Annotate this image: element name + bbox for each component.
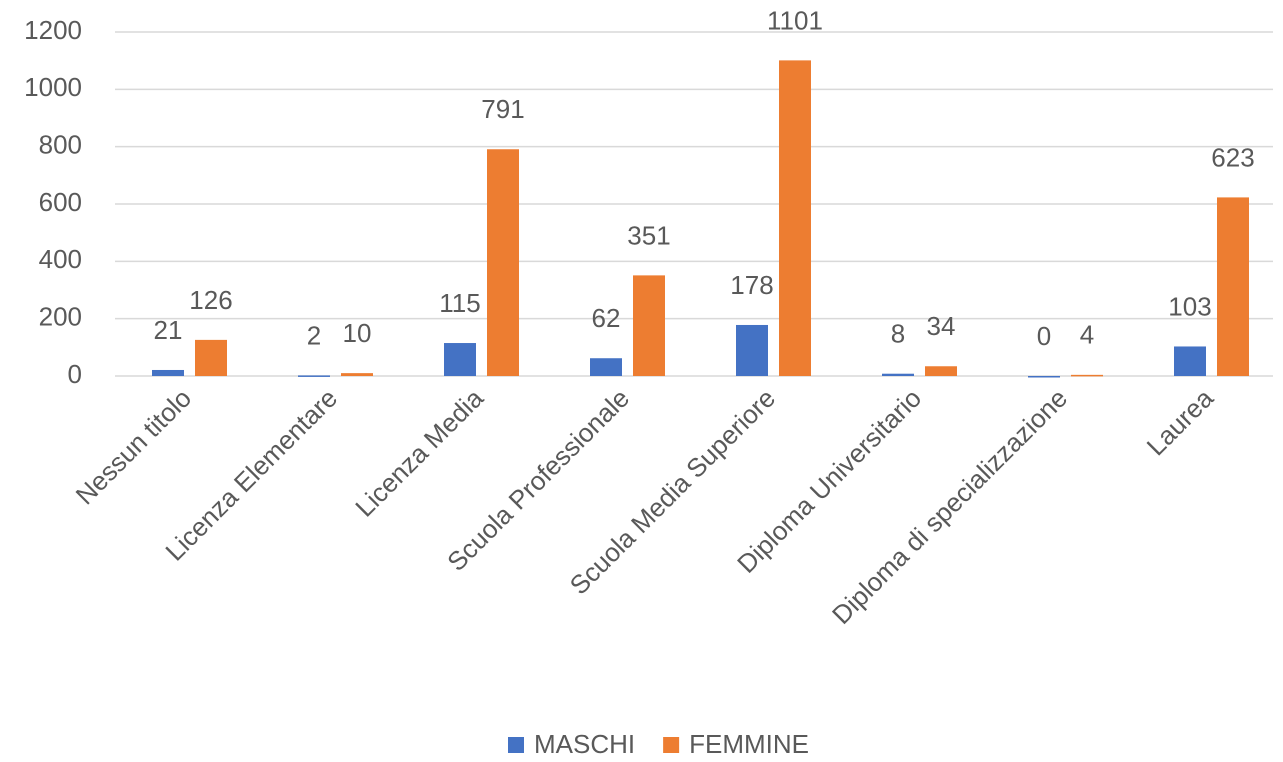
legend-label: MASCHI xyxy=(534,729,635,759)
bar xyxy=(195,339,227,376)
data-label: 1101 xyxy=(767,5,823,35)
bar xyxy=(1028,376,1060,378)
bar xyxy=(633,275,665,376)
bar xyxy=(1071,374,1103,377)
y-tick-label: 600 xyxy=(39,187,82,217)
bar xyxy=(1174,346,1206,376)
y-tick-label: 1200 xyxy=(24,15,82,45)
data-label: 34 xyxy=(927,311,956,341)
y-tick-label: 800 xyxy=(39,130,82,160)
data-label: 10 xyxy=(343,318,372,348)
data-label: 62 xyxy=(592,303,621,333)
data-label: 623 xyxy=(1211,142,1254,172)
bar xyxy=(341,373,373,376)
data-label: 791 xyxy=(481,94,524,124)
data-label: 2 xyxy=(307,320,321,350)
bar xyxy=(487,149,519,376)
bar xyxy=(736,324,768,376)
y-tick-label: 0 xyxy=(68,359,82,389)
bar xyxy=(882,373,914,376)
legend-swatch xyxy=(508,737,524,753)
bar xyxy=(779,60,811,376)
bar xyxy=(925,366,957,376)
bar xyxy=(152,369,184,376)
data-label: 178 xyxy=(730,270,773,300)
x-tick-label: Nessun titolo xyxy=(70,383,198,511)
data-label: 103 xyxy=(1168,291,1211,321)
bar xyxy=(590,358,622,376)
bar xyxy=(444,343,476,376)
data-label: 126 xyxy=(189,285,232,315)
data-label: 4 xyxy=(1080,320,1094,350)
y-tick-label: 1000 xyxy=(24,72,82,102)
x-tick-label: Laurea xyxy=(1141,383,1220,462)
legend-label: FEMMINE xyxy=(689,729,809,759)
y-tick-label: 400 xyxy=(39,244,82,274)
y-tick-label: 200 xyxy=(39,302,82,332)
x-tick-label: Licenza Media xyxy=(349,383,489,523)
data-label: 115 xyxy=(439,288,480,318)
data-label: 21 xyxy=(154,315,183,345)
data-label: 0 xyxy=(1037,321,1051,351)
x-tick-label: Diploma di specializzazione xyxy=(826,383,1073,630)
data-label: 8 xyxy=(891,319,905,349)
data-label: 351 xyxy=(627,220,670,250)
legend-swatch xyxy=(663,737,680,753)
bar xyxy=(1217,197,1249,376)
bar xyxy=(298,375,330,377)
